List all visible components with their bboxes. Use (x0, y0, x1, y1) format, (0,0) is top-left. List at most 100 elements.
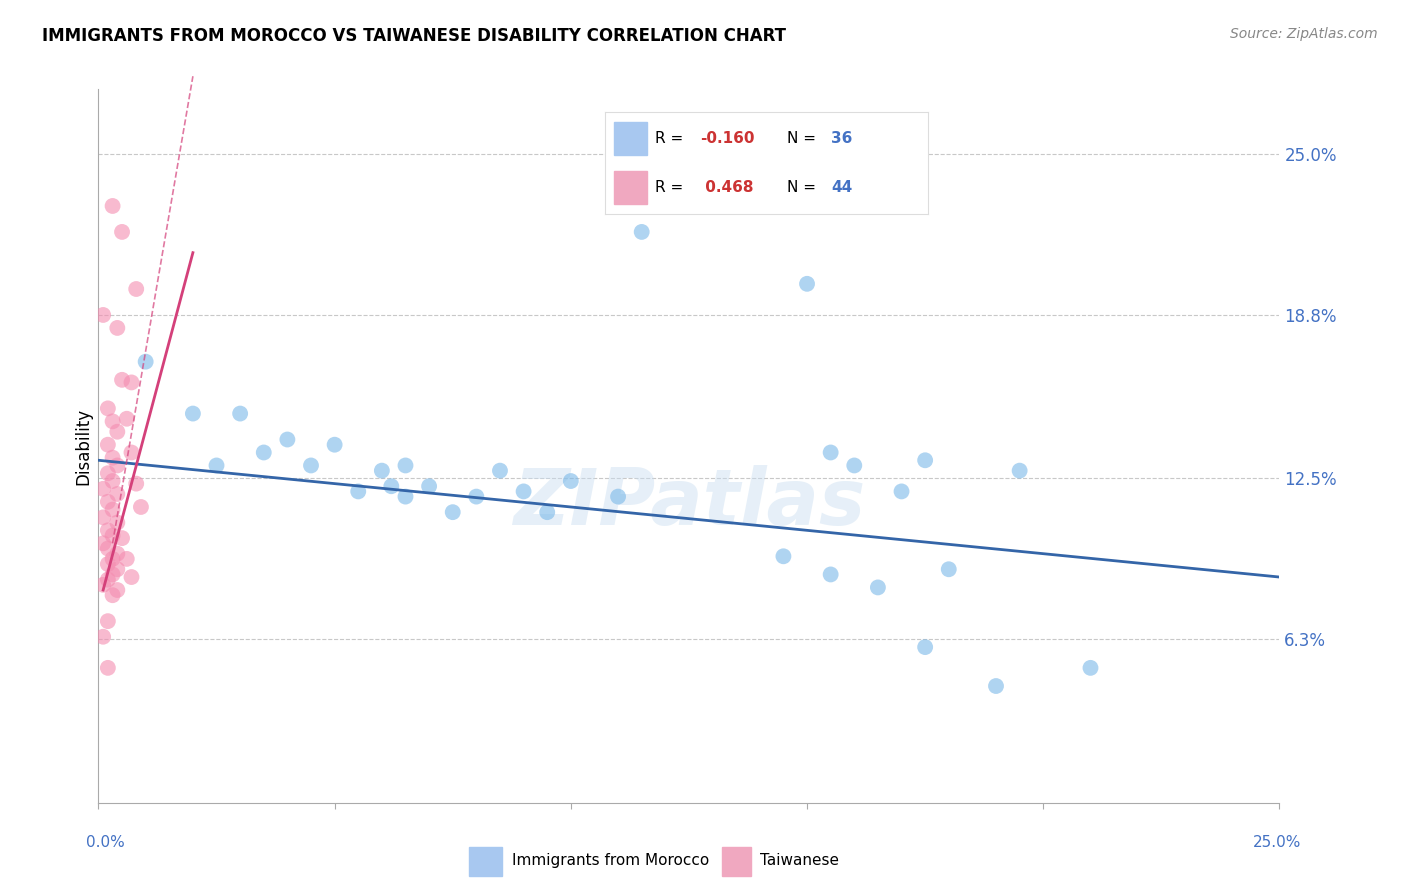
Point (125, 282, 148, 296)
Point (91, 630, 114, 644)
Point (111, 531, 134, 545)
Point (97, 573, 120, 587)
Point (560, 474, 582, 488)
Point (125, 476, 148, 491)
Point (129, 500, 152, 514)
Point (97, 541, 120, 556)
Point (702, 173, 724, 187)
Point (394, 458, 416, 473)
Point (101, 414, 124, 428)
Text: ZIPatlas: ZIPatlas (513, 465, 865, 541)
Point (101, 474, 124, 488)
Point (229, 407, 252, 421)
Point (441, 505, 464, 519)
Point (371, 464, 394, 478)
Point (205, 458, 228, 473)
Point (115, 411, 138, 425)
Point (105, 562, 128, 576)
Text: 0.0%: 0.0% (86, 836, 125, 850)
Point (1080, 661, 1102, 675)
Point (101, 588, 124, 602)
Point (181, 407, 204, 421)
Point (111, 225, 134, 239)
Point (418, 479, 440, 493)
Point (866, 581, 889, 595)
Point (97, 495, 120, 509)
Point (347, 484, 370, 499)
Point (105, 425, 128, 439)
Text: Immigrants from Morocco: Immigrants from Morocco (512, 854, 709, 868)
Point (97, 467, 120, 481)
Y-axis label: Disability: Disability (75, 408, 93, 484)
Point (914, 640, 936, 654)
FancyBboxPatch shape (468, 847, 502, 876)
Point (105, 458, 128, 473)
Point (115, 552, 138, 566)
Point (97, 401, 120, 416)
Point (253, 445, 276, 459)
Text: N =: N = (787, 180, 821, 195)
Text: Taiwanese: Taiwanese (761, 854, 839, 868)
Point (105, 582, 128, 597)
Point (536, 505, 558, 519)
Point (101, 502, 124, 516)
Point (101, 552, 124, 566)
Point (630, 225, 652, 239)
Point (101, 450, 124, 465)
Point (820, 445, 842, 459)
Text: 0.468: 0.468 (700, 180, 754, 195)
FancyBboxPatch shape (614, 171, 647, 204)
Text: 25.0%: 25.0% (1253, 836, 1301, 850)
Point (512, 484, 534, 499)
Point (914, 453, 936, 467)
Point (984, 679, 1007, 693)
Point (796, 277, 818, 291)
Point (299, 458, 322, 473)
Point (276, 433, 298, 447)
Point (890, 484, 912, 499)
Point (105, 547, 128, 561)
Point (121, 570, 143, 584)
Text: 36: 36 (831, 130, 852, 145)
Point (394, 490, 416, 504)
Point (97, 614, 120, 628)
Point (121, 376, 143, 390)
Point (380, 479, 402, 493)
Point (1008, 464, 1031, 478)
Point (111, 373, 134, 387)
Point (101, 567, 124, 582)
Point (323, 438, 346, 452)
Text: -0.160: -0.160 (700, 130, 755, 145)
Point (489, 464, 512, 478)
Text: N =: N = (787, 130, 821, 145)
Point (772, 549, 794, 564)
Point (465, 490, 488, 504)
Point (135, 354, 157, 368)
Point (91, 536, 114, 550)
Point (844, 458, 866, 473)
Text: Source: ZipAtlas.com: Source: ZipAtlas.com (1230, 27, 1378, 41)
Point (97, 557, 120, 571)
Point (105, 321, 128, 335)
Point (121, 445, 143, 459)
Point (97, 438, 120, 452)
Text: IMMIGRANTS FROM MOROCCO VS TAIWANESE DISABILITY CORRELATION CHART: IMMIGRANTS FROM MOROCCO VS TAIWANESE DIS… (42, 27, 786, 45)
Point (101, 528, 124, 542)
Point (101, 199, 124, 213)
Point (105, 516, 128, 530)
Point (97, 524, 120, 538)
Point (91, 510, 114, 524)
Point (938, 562, 960, 576)
Text: R =: R = (655, 130, 688, 145)
FancyBboxPatch shape (723, 847, 751, 876)
Text: R =: R = (655, 180, 688, 195)
Point (607, 490, 630, 504)
Text: 44: 44 (831, 180, 852, 195)
Point (820, 567, 842, 582)
Point (91, 308, 114, 322)
Point (105, 487, 128, 501)
FancyBboxPatch shape (614, 122, 647, 154)
Point (91, 482, 114, 496)
Point (91, 578, 114, 592)
Point (97, 661, 120, 675)
